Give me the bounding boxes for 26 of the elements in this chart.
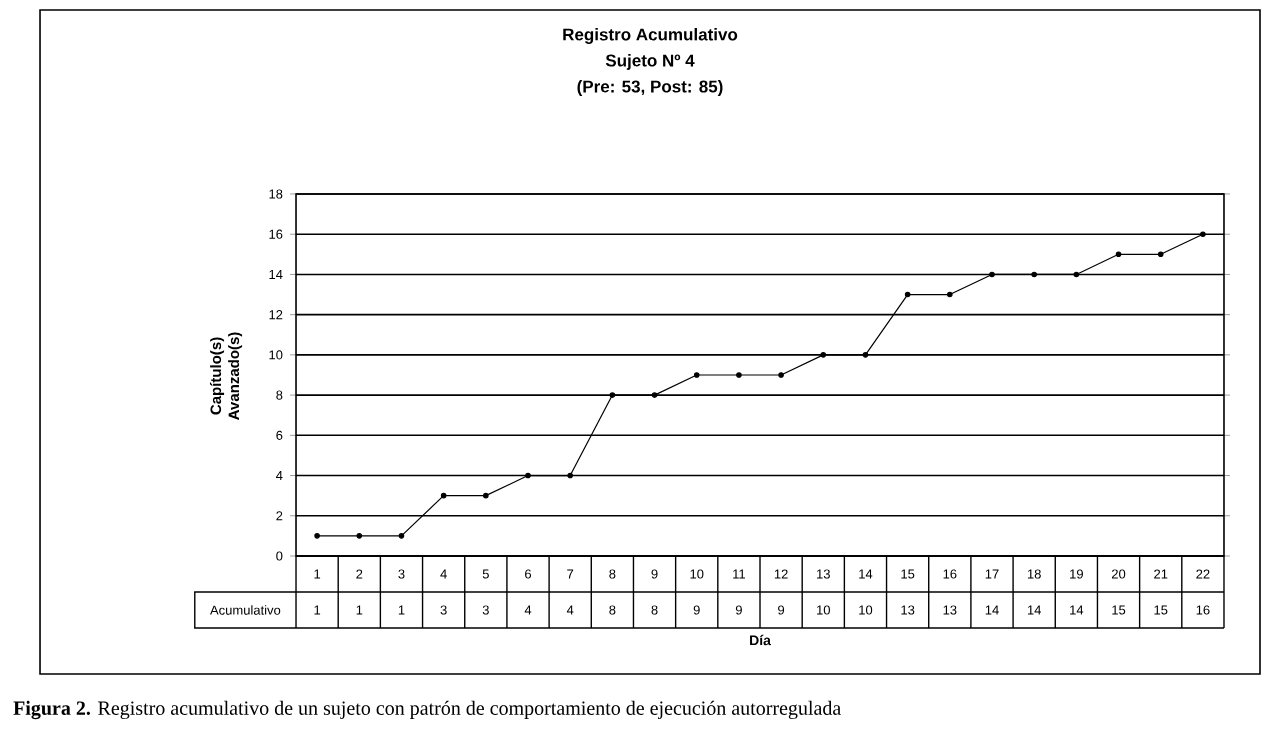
point [904, 291, 911, 298]
text: (Pre: 53, Post: 85) [577, 80, 723, 96]
point [609, 392, 616, 398]
point [1073, 271, 1080, 278]
point [314, 533, 320, 539]
point [1200, 231, 1206, 238]
point [736, 372, 742, 378]
point [1031, 271, 1037, 278]
point [820, 352, 827, 358]
point [693, 372, 700, 378]
chart-title: Registro Acumulativo [563, 28, 738, 44]
point [651, 392, 658, 398]
point [1115, 251, 1122, 258]
chart-subtitle: Sujeto Nº 4 [605, 54, 695, 70]
point [989, 271, 995, 278]
text: Figura 2. Registro acumulativo de un sujeto con patrón de comportamiento de ejecución autorregulada [13, 700, 841, 720]
point [483, 492, 489, 499]
point [440, 492, 447, 499]
point [398, 533, 405, 539]
point [356, 533, 363, 539]
point [778, 372, 784, 378]
point [567, 472, 573, 479]
point [1157, 251, 1164, 258]
point [525, 472, 531, 479]
point [862, 352, 869, 358]
point [947, 291, 953, 298]
